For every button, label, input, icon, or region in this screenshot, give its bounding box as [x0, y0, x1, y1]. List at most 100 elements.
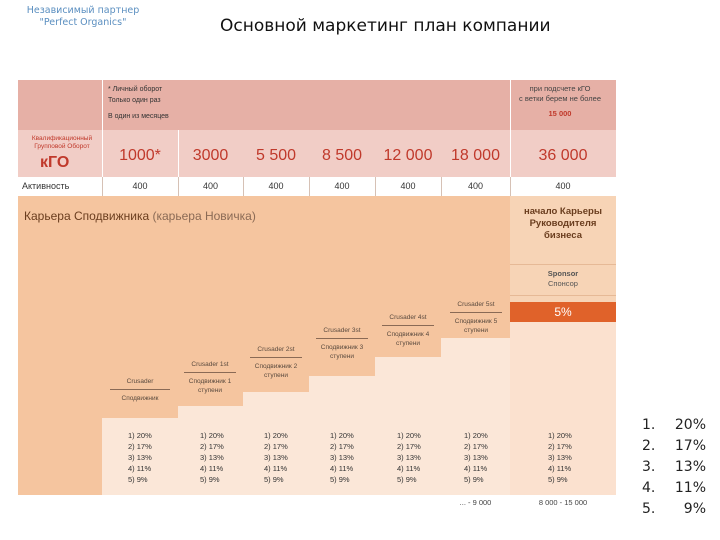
step-block: [178, 406, 243, 495]
level-percent: 5) 9%: [200, 475, 220, 484]
list-item: 2. 17%: [636, 438, 720, 459]
list-number: 5.: [642, 501, 656, 517]
rank-name: Crusader 5st: [457, 301, 495, 308]
rank-underline: [184, 372, 236, 373]
kgo-row: [18, 130, 616, 177]
leader-career-title: начало Карьеры Руководителя бизнеса: [510, 206, 616, 242]
kgo-value: 1000*: [119, 147, 161, 164]
level-percent: 5) 9%: [330, 475, 350, 484]
title-line: начало Карьеры: [524, 206, 602, 217]
list-number: 1.: [642, 417, 656, 433]
level-percent: 1) 20%: [200, 431, 224, 440]
level-percent: 4) 11%: [397, 464, 421, 473]
level-percent: 5) 9%: [397, 475, 417, 484]
rank-crusader-1: Crusader 1st Сподвижник 1 ступени: [180, 360, 240, 395]
level-percent: 4) 11%: [330, 464, 354, 473]
level-percents: 1) 20% 2) 17% 3) 13% 4) 11% 5) 9%: [128, 430, 178, 485]
column-divider: [510, 80, 511, 177]
list-item: 5. 9%: [636, 501, 720, 522]
sponsor-local-name: Спонсор: [548, 279, 578, 288]
rank-name: Crusader 1st: [191, 361, 229, 368]
level-percent: 5) 9%: [264, 475, 284, 484]
qualifying-volume-note: Квалификационный Групповой Оборот: [22, 135, 102, 151]
level-percent: 2) 17%: [397, 442, 421, 451]
level-percent: 5) 9%: [548, 475, 568, 484]
list-item: 1. 20%: [636, 417, 720, 438]
note-line: * Личный оборот: [108, 86, 163, 93]
list-percent: 11%: [674, 480, 706, 496]
note-line: Групповой Оборот: [34, 143, 90, 150]
column-divider: [178, 130, 179, 177]
career-title: Карьера Сподвижника (карьера Новичка): [24, 209, 256, 223]
level-percent: 4) 11%: [128, 464, 152, 473]
rank-underline: [250, 357, 302, 358]
list-percent: 13%: [674, 459, 706, 475]
level-percent: 3) 13%: [330, 453, 354, 462]
list-item: 3. 13%: [636, 459, 720, 480]
level-percents: 1) 20% 2) 17% 3) 13% 4) 11% 5) 9%: [397, 430, 441, 485]
column-divider: [178, 177, 179, 196]
level-percent: 2) 17%: [200, 442, 224, 451]
list-item: 4. 11%: [636, 480, 720, 501]
step-block: [441, 338, 510, 495]
rank-local-name: Сподвижник 4 ступени: [386, 331, 430, 347]
level-percent: 5) 9%: [464, 475, 484, 484]
percent-list: 1. 20% 2. 17% 3. 13% 4. 11% 5. 9%: [636, 417, 720, 522]
activity-value: 400: [202, 181, 219, 191]
title-line: Руководителя: [529, 218, 597, 229]
level-percent: 2) 17%: [548, 442, 572, 451]
note-line: Только один раз: [108, 97, 161, 104]
level-percent: 2) 17%: [128, 442, 152, 451]
level-percent: 1) 20%: [128, 431, 152, 440]
level-percent: 3) 13%: [397, 453, 421, 462]
kgo-value: 12 000: [383, 147, 433, 164]
rank-crusader-5: Crusader 5st Сподвижник 5 ступени: [446, 300, 506, 335]
step-block: [309, 376, 375, 495]
activity-value: 400: [268, 181, 284, 191]
rank-local-name: Сподвижник 1 ступени: [188, 378, 232, 394]
rank-name: Crusader 3st: [323, 327, 361, 334]
rank-underline: [382, 325, 434, 326]
rank-crusader: Crusader Сподвижник: [102, 377, 178, 403]
career-title-main: Карьера Сподвижника: [24, 209, 150, 223]
level-percent: 1) 20%: [464, 431, 488, 440]
list-percent: 20%: [674, 417, 706, 433]
rank-underline: [316, 338, 368, 339]
title-line: бизнеса: [543, 230, 582, 241]
rank-name: Crusader 4st: [389, 314, 427, 321]
level-percent: 3) 13%: [548, 453, 572, 462]
header-row: [18, 80, 616, 130]
column-divider: [102, 80, 103, 177]
level-percent: 1) 20%: [330, 431, 354, 440]
personal-volume-note: * Личный оборот Только один раз В один и…: [108, 84, 218, 122]
activity-value: 400: [400, 181, 416, 191]
level-percent: 1) 20%: [548, 431, 572, 440]
list-number: 3.: [642, 459, 656, 475]
column-divider: [510, 177, 511, 196]
partner-caption: Независимый партнер "Perfect Organics": [18, 5, 148, 29]
column-divider: [243, 177, 244, 196]
column-divider: [441, 177, 442, 196]
rank-name: Crusader: [126, 378, 154, 385]
career-subtitle: (карьера Новичка): [152, 209, 256, 223]
kgo-value: 8 500: [321, 147, 363, 164]
activity-value: 400: [334, 181, 350, 191]
level-percents: 1) 20% 2) 17% 3) 13% 4) 11% 5) 9%: [464, 430, 510, 485]
list-percent: 9%: [683, 501, 706, 517]
level-percent: 3) 13%: [128, 453, 152, 462]
page-title: Основной маркетинг план компании: [220, 16, 551, 36]
rank-local-name: Сподвижник 3 ступени: [320, 344, 364, 360]
rank-local-name: Сподвижник 2 ступени: [254, 363, 298, 379]
column-divider: [309, 177, 310, 196]
rank-crusader-3: Crusader 3st Сподвижник 3 ступени: [312, 326, 372, 361]
level-percent: 2) 17%: [330, 442, 354, 451]
note-line: с ветки берем не более: [518, 94, 602, 103]
sponsor-name: Sponsor: [547, 269, 579, 278]
step-block: [243, 392, 309, 495]
level-percent: 4) 11%: [200, 464, 224, 473]
kgo-value: 36 000: [538, 147, 588, 164]
level-percents: 1) 20% 2) 17% 3) 13% 4) 11% 5) 9%: [548, 430, 608, 485]
range-right: 8 000 - 15 000: [538, 498, 588, 507]
partner-line-1: Независимый партнер: [26, 5, 140, 16]
level-percent: 2) 17%: [264, 442, 288, 451]
